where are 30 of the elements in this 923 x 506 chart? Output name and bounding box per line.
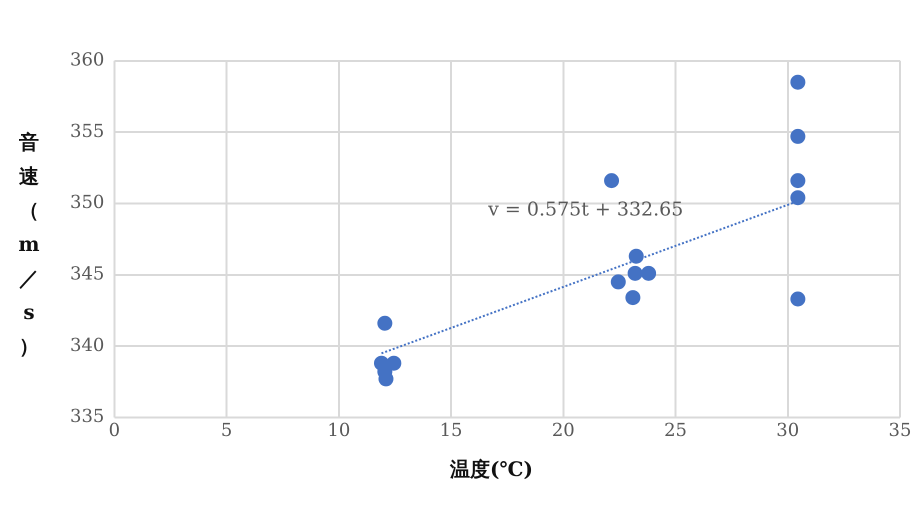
point [641,266,656,281]
x-tick-label: 20 [552,420,575,441]
point [610,274,626,290]
point [790,128,806,144]
y-axis-title: 音速（m／s） [17,129,41,360]
y-tick-label: 350 [70,192,104,214]
y-tick-label: 345 [70,263,104,284]
point [377,316,392,331]
point [790,292,806,307]
y-tick-label: 355 [70,120,104,142]
x-tick-label: 10 [327,420,350,441]
x-tick-label: 35 [888,420,912,441]
point [386,356,402,371]
point [790,74,806,90]
y-tick-label: 360 [70,49,104,70]
x-tick-label: 25 [664,420,687,441]
x-axis-title: 温度(℃) [448,456,534,483]
x-tick-label: 15 [440,420,463,441]
x-tick-label: 30 [776,420,800,441]
x-tick-label: 0 [108,420,120,441]
point [604,173,620,188]
point [790,190,806,206]
point [625,290,640,306]
point [628,248,644,264]
point [790,173,806,188]
point [628,266,643,281]
annotation: v = 0.575t + 332.65 [487,198,684,221]
y-tick-label: 335 [70,406,104,428]
x-tick-label: 5 [220,420,232,441]
y-tick-label: 340 [70,334,104,356]
